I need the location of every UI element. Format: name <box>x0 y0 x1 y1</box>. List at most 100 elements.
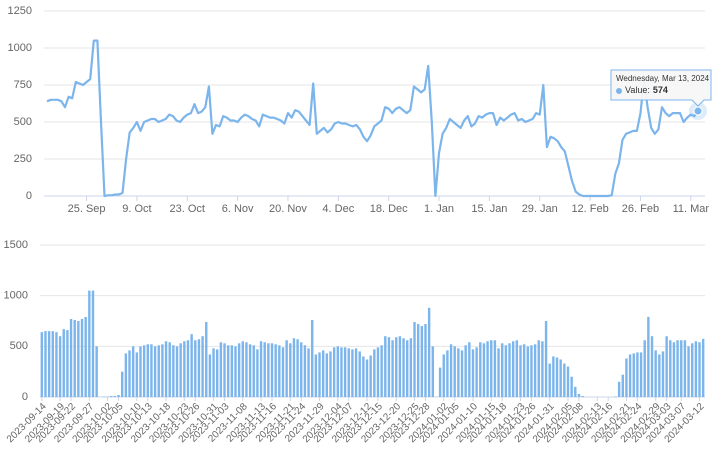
bar <box>179 343 182 397</box>
y-tick-label: 0 <box>26 190 32 202</box>
bar <box>44 331 47 397</box>
bar <box>526 346 529 397</box>
bar <box>544 321 548 397</box>
bar <box>628 354 632 397</box>
bar <box>347 348 350 397</box>
bar <box>658 354 661 397</box>
bar <box>625 358 628 397</box>
bar <box>486 341 489 397</box>
y-tick-label: 1000 <box>8 42 32 54</box>
bar <box>259 341 263 397</box>
x-tick-label: 15. Jan <box>471 203 507 215</box>
bar <box>647 316 650 397</box>
bar <box>278 345 281 397</box>
bar <box>398 336 402 397</box>
bar <box>300 342 303 397</box>
bar <box>508 343 511 397</box>
y-tick-label: 1250 <box>8 5 32 17</box>
bar <box>51 331 54 397</box>
bar <box>245 342 248 397</box>
bar <box>128 350 131 397</box>
bar <box>464 345 467 397</box>
bar <box>153 346 157 397</box>
tooltip-header: Wednesday, Mar 13, 2024 <box>616 74 710 83</box>
bar <box>687 346 690 397</box>
x-tick-label: 18. Dec <box>370 203 408 215</box>
bar <box>643 340 646 397</box>
bar <box>511 341 515 397</box>
bar <box>354 348 358 397</box>
bar <box>639 352 643 397</box>
bar <box>237 343 241 397</box>
bar <box>362 356 365 397</box>
bar <box>234 346 237 397</box>
bar <box>150 344 153 397</box>
bar <box>281 347 285 397</box>
bar <box>106 396 109 397</box>
bar <box>672 342 676 397</box>
bar <box>95 346 98 397</box>
y-tick-label: 1000 <box>4 290 28 302</box>
bar <box>406 340 409 397</box>
bar <box>427 307 431 397</box>
bar <box>314 354 318 397</box>
bar <box>621 374 624 397</box>
bar <box>124 353 128 397</box>
bar <box>296 339 299 397</box>
bar <box>614 396 617 397</box>
bar <box>387 337 391 397</box>
bar <box>438 367 442 397</box>
bar <box>577 393 581 397</box>
x-tick-label: 25. Sep <box>68 203 106 215</box>
bar <box>694 341 698 397</box>
bar <box>197 339 201 397</box>
bar <box>186 340 190 397</box>
bar <box>413 322 416 397</box>
bar <box>701 338 705 397</box>
bar <box>340 347 343 397</box>
bar <box>570 376 573 397</box>
bar <box>267 343 270 397</box>
x-tick-label: 12. Feb <box>571 203 608 215</box>
bar <box>80 318 84 397</box>
bar <box>420 326 424 397</box>
bar <box>172 345 175 397</box>
bar <box>530 345 533 397</box>
bar <box>365 359 369 397</box>
bar <box>559 359 562 397</box>
bar <box>142 345 146 397</box>
bar <box>698 342 701 397</box>
bar <box>566 366 570 397</box>
bar <box>252 345 255 397</box>
bar <box>574 386 577 397</box>
bar <box>325 353 329 397</box>
bar <box>168 342 171 397</box>
bar <box>552 356 555 397</box>
bar <box>416 324 420 397</box>
bar <box>84 316 87 397</box>
bar <box>409 338 413 397</box>
tooltip-text: Value: 574 <box>625 85 668 95</box>
bar <box>216 349 219 397</box>
bar <box>493 340 497 397</box>
bar <box>617 381 621 397</box>
bar <box>208 354 212 397</box>
bar <box>490 340 493 397</box>
tooltip-dot <box>616 88 622 94</box>
bar <box>519 345 522 397</box>
bar <box>661 351 665 397</box>
bar <box>121 371 124 397</box>
bar <box>336 346 339 397</box>
bar <box>183 341 186 397</box>
bar <box>318 352 321 397</box>
bar <box>680 340 683 397</box>
bar <box>66 330 69 397</box>
y-tick-label: 250 <box>14 153 32 165</box>
bar <box>537 340 540 397</box>
bar <box>475 347 478 397</box>
bar <box>190 334 193 397</box>
bar <box>351 349 354 397</box>
bar <box>285 340 288 397</box>
bar <box>373 349 376 397</box>
